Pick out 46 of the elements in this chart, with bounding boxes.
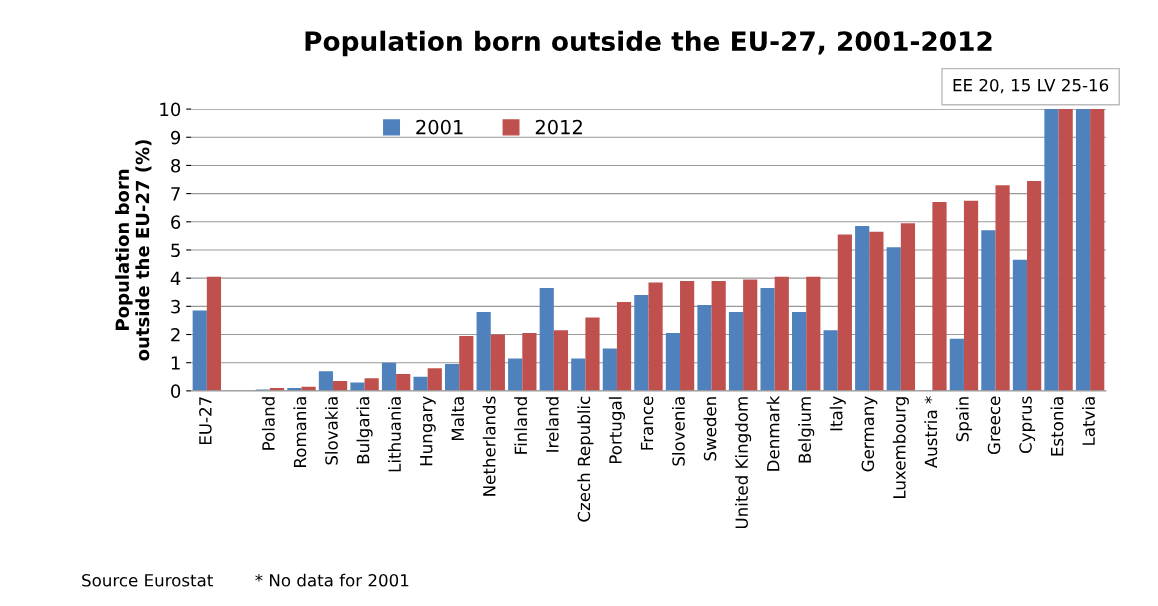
x-tick-label: France [640,396,654,450]
x-tick-label: Latvia [1082,397,1095,445]
x-tick-label: Poland [261,397,275,450]
y-tick-label: 2 [171,327,180,342]
y-tick-label: 6 [171,215,181,229]
source-note: Source Eurostat [82,573,213,587]
x-tick-label: Slovenia [671,397,685,466]
x-tick-label: Italy [829,396,846,431]
legend-label: 2001 [416,119,463,135]
x-tick-label: Czech Republic [577,396,594,522]
text: EE 20, 15 LV 25-16 [953,78,1109,94]
y-axis-title: Population born outside the EU-27 (%) [115,140,152,361]
x-tick-label: Hungary [420,396,436,466]
y-tick-label: 10 [160,102,181,117]
x-tick-label: Luxembourg [892,397,909,498]
x-tick-label: Spain [955,397,972,442]
x-tick-label: Slovakia [324,397,338,465]
x-tick-label: Sweden [703,397,717,461]
y-tick-label: 4 [170,271,181,286]
x-tick-label: Cyprus [1019,396,1036,453]
y-tick-label: 7 [171,187,180,201]
y-tick-label: 3 [171,299,180,314]
x-tick-label: Ireland [545,397,559,452]
legend-label: 2012 [535,119,582,135]
x-tick-label: Malta [451,397,465,441]
y-tick-label: 8 [171,158,181,173]
x-tick-label: Lithuania [388,397,401,472]
x-tick-label: Bulgaria [356,397,373,464]
x-tick-label: Estonia [1050,397,1064,456]
text: * No data for 2001 [255,573,409,587]
x-tick-label: EU-27 [199,397,212,445]
x-tick-label: Netherlands [482,396,496,496]
x-tick-label: Finland [514,397,528,454]
x-tick-label: Greece [987,396,1001,455]
y-tick-label: 0 [171,384,181,398]
y-tick-label: 1 [171,356,180,370]
x-tick-label: Portugal [608,397,625,464]
x-tick-label: Denmark [766,395,780,471]
x-tick-label: Germany [861,396,878,472]
x-tick-label: United Kingdom [735,397,752,529]
y-tick-label: 9 [171,130,181,145]
x-tick-label: Austria * [924,396,938,469]
chart-title: Population born outside the EU-27, 2001-2012 [305,30,992,57]
x-tick-label: Romania [293,397,307,467]
x-tick-label: Belgium [798,397,815,463]
y-tick-label: 5 [171,243,180,258]
